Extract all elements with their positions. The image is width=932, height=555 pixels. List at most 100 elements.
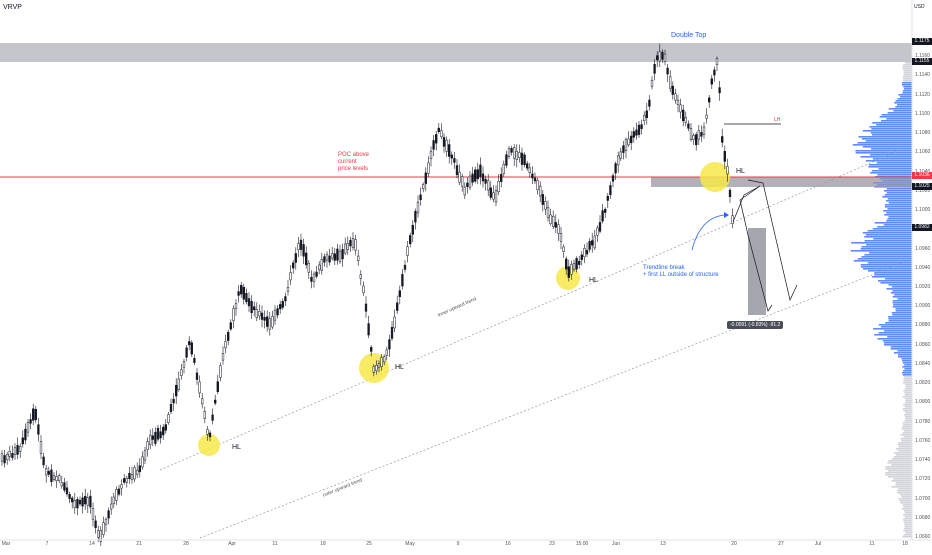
profile-bar	[905, 398, 912, 400]
candle-body	[723, 150, 726, 162]
candle-body	[505, 154, 508, 166]
profile-bar	[902, 396, 912, 398]
candle-body	[331, 253, 334, 259]
candle-body	[666, 67, 669, 75]
measure-tooltip[interactable]: -0.0091 (-0.83%) -91.2	[727, 321, 784, 329]
profile-bar	[883, 224, 912, 226]
hl-label-4[interactable]: HL	[736, 168, 745, 175]
lh-label[interactable]: LH	[774, 117, 781, 123]
profile-bar	[901, 84, 912, 86]
double-top-zone[interactable]	[0, 43, 912, 62]
candle-body	[55, 476, 58, 481]
hl-label-2[interactable]: HL	[395, 364, 404, 371]
candle-body	[123, 478, 126, 483]
candle-body	[471, 173, 474, 183]
candle-body	[328, 255, 331, 263]
profile-bar	[892, 300, 912, 302]
indicator-name[interactable]: VRVP	[3, 4, 22, 11]
profile-bar	[902, 66, 912, 68]
profile-bar	[904, 392, 912, 394]
profile-bar	[860, 156, 912, 158]
candle-body	[78, 499, 82, 505]
candle-body	[68, 494, 71, 499]
price-tick-label: 1.1060	[915, 149, 931, 156]
measure-box[interactable]	[748, 228, 766, 315]
price-tick-label: 1.1040	[915, 169, 932, 175]
profile-bar	[892, 302, 912, 304]
poc-note-line-3: price levels	[338, 166, 369, 172]
candle-body	[596, 227, 599, 236]
profile-bar	[905, 418, 912, 420]
candle-body	[13, 447, 17, 456]
candle-body	[669, 76, 672, 89]
profile-bar	[865, 160, 912, 162]
profile-bar	[897, 444, 912, 446]
profile-bar	[868, 270, 912, 272]
candle-body	[45, 468, 48, 476]
price-badge: 1.0982	[912, 223, 932, 231]
profile-bar	[885, 278, 912, 280]
profile-bar	[903, 370, 912, 372]
candle-body	[138, 465, 141, 473]
candle-body	[52, 475, 56, 480]
candle-body	[640, 124, 643, 129]
profile-bar	[895, 454, 912, 456]
profile-bar	[864, 236, 912, 238]
profile-bar	[898, 498, 912, 500]
profile-bar	[853, 260, 912, 262]
poc-note[interactable]: POC above current price levels	[338, 152, 369, 173]
candle-body	[214, 399, 217, 404]
candle-body	[705, 114, 708, 119]
candle-body	[102, 522, 105, 535]
profile-bar	[884, 206, 912, 208]
profile-bar	[902, 68, 912, 70]
outer-trendline[interactable]	[199, 261, 906, 539]
profile-bar	[895, 100, 912, 102]
candle-body	[271, 316, 274, 328]
candle-body	[565, 258, 568, 270]
profile-bar	[888, 470, 912, 472]
candle-body	[34, 409, 37, 421]
candle-body	[250, 300, 253, 314]
profile-bar	[903, 510, 912, 512]
projection-path-2[interactable]	[747, 179, 798, 302]
candle-body	[99, 530, 102, 542]
profile-bar	[895, 308, 912, 310]
candle-body	[689, 128, 693, 140]
profile-bar	[897, 98, 912, 100]
candle-body	[307, 262, 310, 273]
profile-bar	[900, 494, 912, 496]
candle-body	[229, 322, 232, 330]
projection-path-1[interactable]	[732, 185, 773, 312]
candle-body	[320, 259, 323, 271]
candle-body	[411, 224, 414, 235]
candle-body	[242, 286, 245, 300]
profile-bar	[898, 354, 912, 356]
hl-label-3[interactable]: HL	[589, 277, 598, 284]
profile-bar	[877, 338, 912, 340]
profile-bar	[879, 116, 912, 118]
trendline-break-note[interactable]: Trendline break + first LL outside of st…	[643, 265, 719, 279]
profile-bar	[886, 188, 912, 190]
hl-circle-4[interactable]	[700, 162, 730, 192]
candle-body	[515, 150, 518, 160]
profile-bar	[891, 286, 912, 288]
profile-bar	[888, 320, 912, 322]
profile-bar	[896, 104, 912, 106]
candle-body	[484, 178, 487, 184]
hl-circle-1[interactable]	[198, 434, 220, 456]
profile-bar	[872, 276, 912, 278]
profile-bar	[858, 136, 912, 138]
inner-trendline[interactable]	[159, 147, 906, 471]
profile-bar	[898, 488, 912, 490]
double-top-label[interactable]: Double Top	[671, 32, 707, 39]
profile-bar	[904, 406, 912, 408]
support-zone[interactable]	[651, 177, 912, 187]
candle-body	[448, 144, 451, 157]
profile-bar	[887, 462, 912, 464]
hl-label-1[interactable]: HL	[232, 444, 241, 451]
profile-bar	[878, 332, 912, 334]
profile-bar	[880, 120, 912, 122]
